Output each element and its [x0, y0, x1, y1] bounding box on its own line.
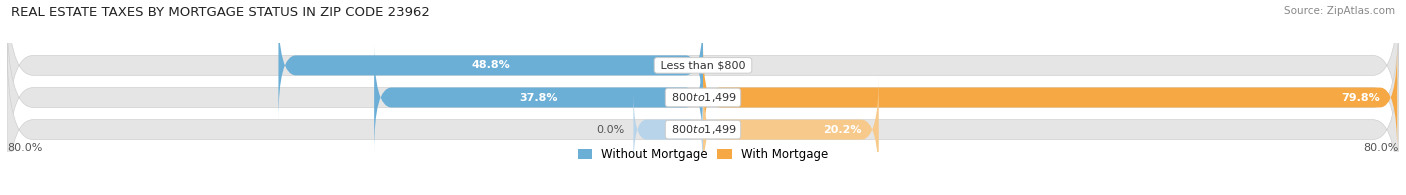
FancyBboxPatch shape: [7, 0, 1399, 152]
Text: Source: ZipAtlas.com: Source: ZipAtlas.com: [1284, 6, 1395, 16]
FancyBboxPatch shape: [703, 43, 1398, 152]
FancyBboxPatch shape: [7, 43, 1399, 195]
Text: 80.0%: 80.0%: [7, 143, 42, 153]
Text: 79.8%: 79.8%: [1341, 92, 1379, 103]
Text: 80.0%: 80.0%: [1364, 143, 1399, 153]
Text: 0.0%: 0.0%: [716, 60, 744, 70]
Legend: Without Mortgage, With Mortgage: Without Mortgage, With Mortgage: [574, 143, 832, 166]
Text: 48.8%: 48.8%: [471, 60, 510, 70]
Text: $800 to $1,499: $800 to $1,499: [668, 123, 738, 136]
Text: $800 to $1,499: $800 to $1,499: [668, 91, 738, 104]
Text: 20.2%: 20.2%: [823, 125, 862, 135]
FancyBboxPatch shape: [374, 43, 703, 152]
Text: 0.0%: 0.0%: [596, 125, 624, 135]
Text: REAL ESTATE TAXES BY MORTGAGE STATUS IN ZIP CODE 23962: REAL ESTATE TAXES BY MORTGAGE STATUS IN …: [11, 6, 430, 19]
Text: Less than $800: Less than $800: [657, 60, 749, 70]
FancyBboxPatch shape: [278, 11, 703, 120]
FancyBboxPatch shape: [703, 75, 879, 184]
Text: 37.8%: 37.8%: [519, 92, 558, 103]
FancyBboxPatch shape: [7, 11, 1399, 184]
FancyBboxPatch shape: [633, 91, 703, 168]
